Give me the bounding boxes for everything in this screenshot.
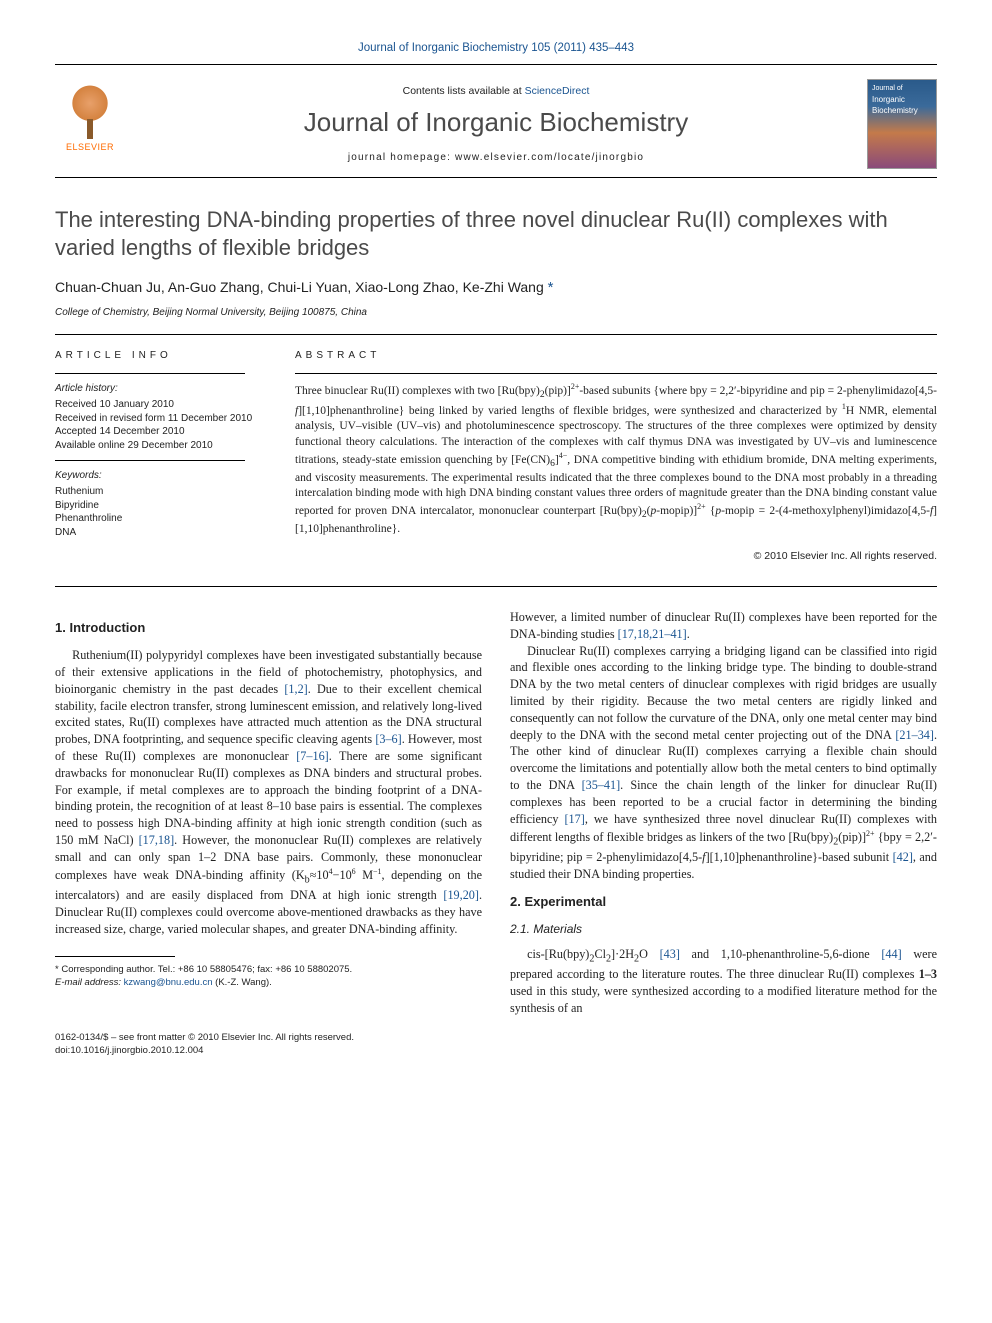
article-info-column: ARTICLE INFO Article history: Received 1… [55,349,265,564]
journal-header: ELSEVIER Contents lists available at Sci… [55,71,937,178]
email-line: E-mail address: kzwang@bnu.edu.cn (K.-Z.… [55,976,482,989]
left-column: 1. Introduction Ruthenium(II) polypyridy… [55,609,482,1017]
corresponding-author-note: * Corresponding author. Tel.: +86 10 588… [55,963,482,976]
front-matter-line: 0162-0134/$ – see front matter © 2010 El… [55,1031,354,1044]
elsevier-logo-text: ELSEVIER [66,141,114,154]
info-rule-2 [55,460,245,461]
rule-above-info [55,334,937,335]
corresponding-author-star[interactable]: * [548,279,554,296]
journal-homepage: journal homepage: www.elsevier.com/locat… [125,151,867,165]
keywords-label: Keywords: [55,469,265,483]
homepage-url: www.elsevier.com/locate/jinorgbio [455,152,644,163]
footer-bar: 0162-0134/$ – see front matter © 2010 El… [55,1031,937,1058]
authors-line: Chuan-Chuan Ju, An-Guo Zhang, Chui-Li Yu… [55,277,937,298]
body-columns: 1. Introduction Ruthenium(II) polypyridy… [55,609,937,1017]
elsevier-tree-icon [65,84,115,139]
header-rule-top [55,64,937,65]
footnote-rule [55,956,175,957]
info-rule-1 [55,373,245,374]
keywords-text: Ruthenium Bipyridine Phenanthroline DNA [55,485,265,539]
elsevier-logo: ELSEVIER [55,84,125,164]
abstract-column: ABSTRACT Three binuclear Ru(II) complexe… [295,349,937,564]
footer-left: 0162-0134/$ – see front matter © 2010 El… [55,1031,354,1058]
abstract-rule [295,373,937,374]
section-2-1-heading: 2.1. Materials [510,921,937,938]
s1-para-3: Dinuclear Ru(II) complexes carrying a br… [510,643,937,883]
section-1-text-right: However, a limited number of dinuclear R… [510,609,937,883]
journal-name: Journal of Inorganic Biochemistry [125,104,867,140]
right-column: However, a limited number of dinuclear R… [510,609,937,1017]
doi-line: doi:10.1016/j.jinorgbio.2010.12.004 [55,1044,354,1057]
contents-prefix: Contents lists available at [403,85,525,97]
article-title: The interesting DNA-binding properties o… [55,206,937,261]
affiliation: College of Chemistry, Beijing Normal Uni… [55,306,937,320]
abstract-heading: ABSTRACT [295,349,937,363]
article-info-heading: ARTICLE INFO [55,349,265,363]
s1-para-2: However, a limited number of dinuclear R… [510,609,937,643]
email-link[interactable]: kzwang@bnu.edu.cn [124,977,213,988]
authors-text: Chuan-Chuan Ju, An-Guo Zhang, Chui-Li Yu… [55,279,548,295]
history-label: Article history: [55,382,265,396]
rule-below-abstract [55,586,937,587]
journal-cover-thumbnail: Journal of Inorganic Biochemistry [867,79,937,169]
header-center: Contents lists available at ScienceDirec… [125,84,867,165]
history-text: Received 10 January 2010 Received in rev… [55,398,265,452]
contents-available-line: Contents lists available at ScienceDirec… [125,84,867,99]
section-1-text-left: Ruthenium(II) polypyridyl complexes have… [55,647,482,938]
email-label: E-mail address: [55,977,124,988]
info-abstract-row: ARTICLE INFO Article history: Received 1… [55,349,937,578]
footnote-block: * Corresponding author. Tel.: +86 10 588… [55,963,482,990]
section-1-heading: 1. Introduction [55,619,482,637]
journal-reference: Journal of Inorganic Biochemistry 105 (2… [55,40,937,56]
s2-1-para-1: cis-[Ru(bpy)2Cl2]·2H2O [43] and 1,10-phe… [510,946,937,1017]
cover-label: Journal of [872,84,903,94]
s1-para-1: Ruthenium(II) polypyridyl complexes have… [55,647,482,938]
sciencedirect-link[interactable]: ScienceDirect [525,85,590,97]
email-suffix: (K.-Z. Wang). [213,977,272,988]
abstract-text: Three binuclear Ru(II) complexes with tw… [295,382,937,537]
section-2-heading: 2. Experimental [510,893,937,911]
cover-title: Inorganic Biochemistry [872,94,936,116]
homepage-prefix: journal homepage: [348,152,455,163]
abstract-copyright: © 2010 Elsevier Inc. All rights reserved… [295,549,937,564]
section-2-1-text: cis-[Ru(bpy)2Cl2]·2H2O [43] and 1,10-phe… [510,946,937,1017]
